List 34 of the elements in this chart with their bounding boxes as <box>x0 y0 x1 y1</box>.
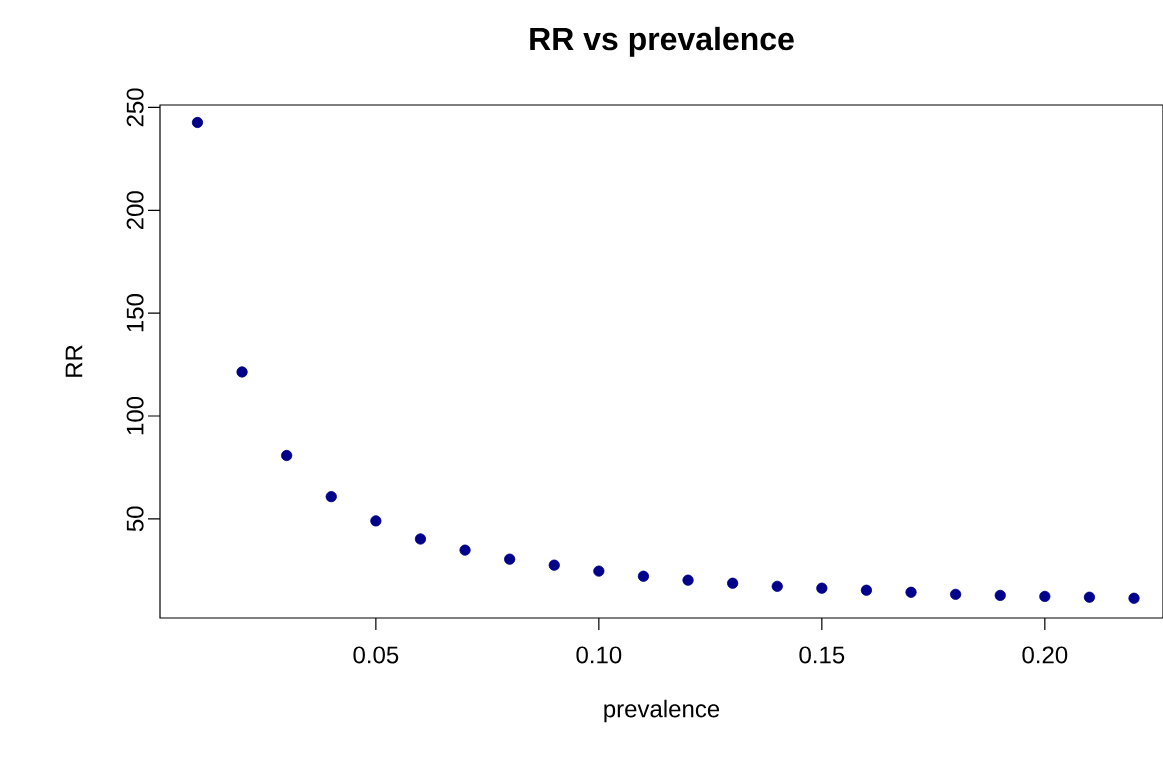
point <box>414 533 427 545</box>
point <box>459 544 471 556</box>
x-tick-label: 0.15 <box>799 646 845 664</box>
y-tick-label: 100 <box>126 396 144 435</box>
point <box>994 589 1006 601</box>
x-tick-label: 0.10 <box>576 646 622 664</box>
point <box>950 588 962 600</box>
chart-title: RR vs prevalence <box>530 26 794 57</box>
point <box>1039 590 1051 602</box>
point <box>771 580 783 592</box>
point <box>548 559 560 571</box>
point <box>191 116 204 129</box>
point <box>325 491 337 503</box>
point <box>860 584 873 596</box>
point <box>727 577 739 589</box>
point <box>593 565 605 577</box>
y-tick-label: 150 <box>126 294 144 332</box>
point <box>1128 592 1140 604</box>
point <box>905 586 917 598</box>
point <box>682 574 694 586</box>
point <box>236 366 248 378</box>
x-tick-label: 0.05 <box>353 646 399 664</box>
x-tick-label: 0.20 <box>1022 646 1068 664</box>
y-tick-label: 50 <box>126 506 144 532</box>
point <box>370 515 382 527</box>
point <box>637 570 650 582</box>
y-tick-label: 250 <box>126 88 144 127</box>
point <box>1083 591 1096 603</box>
y-tick-label: 200 <box>126 191 144 230</box>
point <box>504 553 516 565</box>
x-axis-title: prevalence <box>604 699 720 723</box>
y-axis-title: RR <box>65 345 83 377</box>
point <box>816 582 828 594</box>
point <box>281 449 293 462</box>
